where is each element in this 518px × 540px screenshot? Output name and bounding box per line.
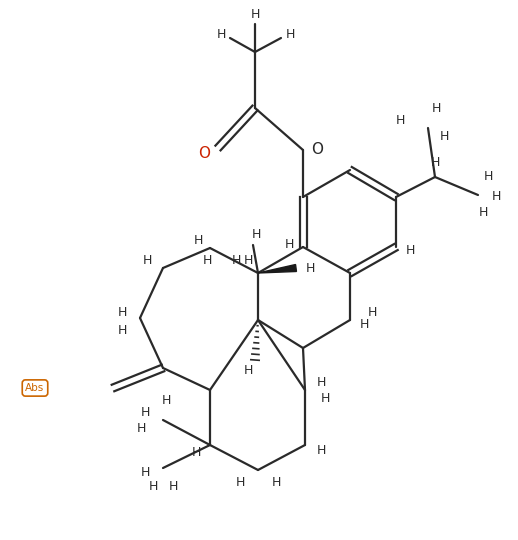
Text: H: H xyxy=(405,244,415,256)
Text: H: H xyxy=(271,476,281,489)
Text: H: H xyxy=(320,392,329,404)
Text: H: H xyxy=(136,422,146,435)
Text: H: H xyxy=(117,323,127,336)
Text: H: H xyxy=(140,406,150,419)
Text: H: H xyxy=(203,253,212,267)
Text: H: H xyxy=(243,254,253,267)
Text: O: O xyxy=(198,145,210,160)
Text: H: H xyxy=(191,447,200,460)
Text: H: H xyxy=(367,306,377,319)
Text: H: H xyxy=(284,238,294,251)
Text: H: H xyxy=(250,8,260,21)
Text: H: H xyxy=(193,233,203,246)
Text: H: H xyxy=(232,254,241,267)
Text: H: H xyxy=(148,480,157,492)
Text: H: H xyxy=(117,307,127,320)
Text: H: H xyxy=(168,480,178,492)
Text: H: H xyxy=(161,394,171,407)
Text: H: H xyxy=(483,171,493,184)
Text: H: H xyxy=(431,102,441,114)
Text: H: H xyxy=(359,319,369,332)
Text: H: H xyxy=(395,113,405,126)
Text: H: H xyxy=(491,191,501,204)
Text: O: O xyxy=(311,143,323,158)
Text: H: H xyxy=(140,467,150,480)
Text: Abs: Abs xyxy=(25,383,45,393)
Text: H: H xyxy=(439,130,449,143)
Text: H: H xyxy=(305,261,315,274)
Text: H: H xyxy=(430,157,440,170)
Text: H: H xyxy=(217,28,226,40)
Text: H: H xyxy=(243,363,253,376)
Text: H: H xyxy=(316,443,326,456)
Polygon shape xyxy=(258,265,296,273)
Text: H: H xyxy=(235,476,244,489)
Text: H: H xyxy=(478,206,487,219)
Text: H: H xyxy=(285,28,295,40)
Text: H: H xyxy=(251,228,261,241)
Text: H: H xyxy=(316,375,326,388)
Text: H: H xyxy=(142,253,152,267)
